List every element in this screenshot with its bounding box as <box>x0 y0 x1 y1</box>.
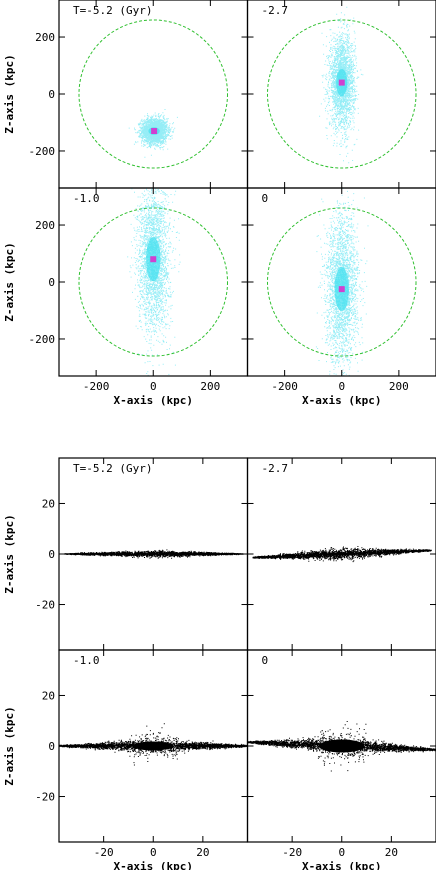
particle-cloud <box>128 109 178 158</box>
boundary-circle <box>78 207 229 357</box>
y-tick-label: 0 <box>48 88 55 101</box>
panel-time-label: -2.7 <box>262 4 289 17</box>
y-tick-label: -20 <box>35 791 55 804</box>
y-axis-label: Z-axis (kpc) <box>3 706 16 785</box>
panel-top-1: -2.7 <box>246 0 436 189</box>
x-tick-label: 200 <box>389 380 409 393</box>
x-axis-label: X-axis (kpc) <box>114 394 193 407</box>
x-tick-label: 0 <box>150 380 157 393</box>
y-tick-label: 200 <box>35 219 55 232</box>
center-marker <box>150 256 157 263</box>
panel-time-label: T=-5.2 (Gyr) <box>73 462 152 475</box>
boundary-circle <box>266 207 417 357</box>
center-marker <box>338 286 345 293</box>
y-tick-label: 0 <box>48 548 55 561</box>
x-tick-label: -200 <box>271 380 298 393</box>
panel-time-label: -1.0 <box>73 192 100 205</box>
y-tick-label: 200 <box>35 31 55 44</box>
y-tick-label: 0 <box>48 276 55 289</box>
top-xz-figure: T=-5.2 (Gyr) -200 0 200 Z-axis (kpc) -2.7 -1.0… <box>3 0 436 407</box>
panel-time-label: -2.7 <box>262 462 289 475</box>
panel-points <box>78 19 229 169</box>
particle-disc <box>252 546 432 563</box>
panel-bottom-3: 0 -20 0 20 X-axis (kpc) <box>246 649 436 870</box>
y-axis-label: Z-axis (kpc) <box>3 54 16 133</box>
x-tick-label: -20 <box>94 846 114 859</box>
panel-points <box>64 549 244 559</box>
panel-points <box>252 546 432 563</box>
particle-disc <box>64 549 244 559</box>
y-axis-label: Z-axis (kpc) <box>3 242 16 321</box>
y-tick-label: 0 <box>48 740 55 753</box>
panel-points <box>78 188 229 376</box>
panel-time-label: 0 <box>262 192 269 205</box>
panel-points <box>59 723 248 766</box>
y-tick-label: 20 <box>42 689 55 702</box>
y-tick-label: -20 <box>35 599 55 612</box>
x-tick-label: 20 <box>196 846 209 859</box>
bottom-xz-figure: T=-5.2 (Gyr) -20 0 20 Z-axis (kpc) -2.7 -1.0 -2… <box>3 457 436 870</box>
x-tick-label: 200 <box>200 380 220 393</box>
x-tick-label: 0 <box>150 846 157 859</box>
panel-points <box>266 6 417 169</box>
y-tick-label: 20 <box>42 497 55 510</box>
boundary-circle <box>78 19 229 169</box>
panel-time-label: -1.0 <box>73 654 100 667</box>
panel-bottom-1: -2.7 <box>246 457 436 651</box>
panel-frame <box>58 187 249 377</box>
boundary-circle <box>266 19 417 169</box>
center-marker <box>338 79 345 86</box>
center-marker <box>151 128 158 135</box>
x-axis-label: X-axis (kpc) <box>114 860 193 870</box>
panel-points <box>266 188 417 376</box>
y-tick-label: -200 <box>29 333 56 346</box>
y-axis-label: Z-axis (kpc) <box>3 514 16 593</box>
panel-points <box>247 721 436 772</box>
x-axis-label: X-axis (kpc) <box>302 860 381 870</box>
x-tick-label: -200 <box>83 380 110 393</box>
panel-bottom-0: T=-5.2 (Gyr) -20 0 20 Z-axis (kpc) <box>3 457 249 651</box>
panel-time-label: T=-5.2 (Gyr) <box>73 4 152 17</box>
bulge <box>132 741 174 751</box>
x-tick-label: 0 <box>338 380 345 393</box>
x-tick-label: -20 <box>282 846 302 859</box>
panel-top-3: 0 -200 0 200 X-axis (kpc) <box>246 187 436 407</box>
y-tick-label: -200 <box>29 145 56 158</box>
x-tick-label: 20 <box>385 846 398 859</box>
panel-time-label: 0 <box>262 654 269 667</box>
panel-top-2: -1.0 -200 0 200 Z-axis (kpc) -200 0 200 X-axis (… <box>3 187 249 407</box>
x-tick-label: 0 <box>338 846 345 859</box>
panel-frame <box>58 0 249 189</box>
x-axis-label: X-axis (kpc) <box>302 394 381 407</box>
panel-top-0: T=-5.2 (Gyr) -200 0 200 Z-axis (kpc) <box>3 0 249 189</box>
bulge <box>318 739 365 753</box>
bulge <box>325 552 359 556</box>
